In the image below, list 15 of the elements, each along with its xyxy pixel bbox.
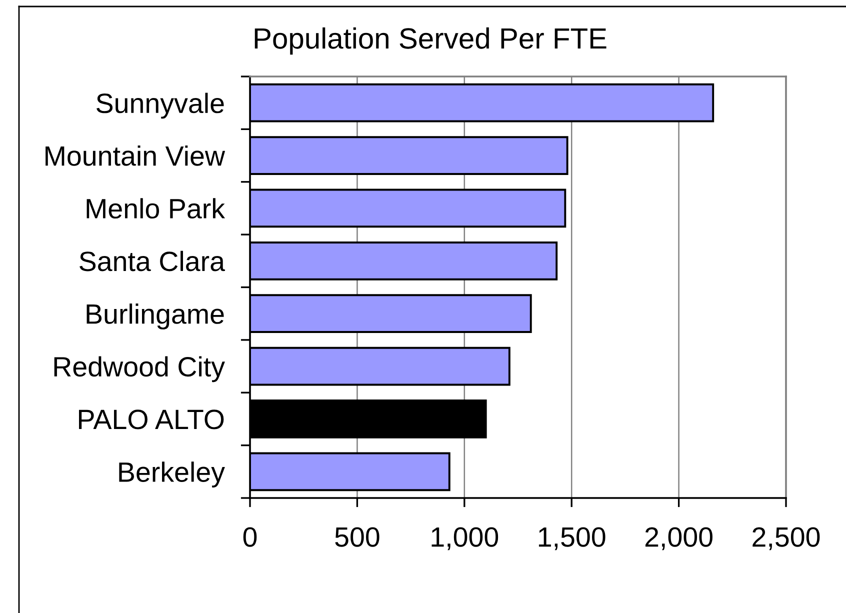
y-tick-label: Santa Clara <box>80 250 226 272</box>
y-tick-label: Sunnyvale <box>96 92 224 119</box>
x-tick-label: 0 <box>243 527 257 547</box>
y-tick-label: Redwood City <box>54 356 225 382</box>
x-tick-label: 1,500 <box>538 527 606 550</box>
x-tick-label: 2,500 <box>752 527 820 550</box>
x-tick-label: 2,000 <box>645 527 712 550</box>
y-tick-label: Menlo Park <box>86 198 226 219</box>
y-tick-label: Mountain View <box>46 145 226 166</box>
x-tick-label: 1,000 <box>432 527 498 550</box>
chart-title: Population Served Per FTE <box>254 27 606 55</box>
y-tick-label: PALO ALTO <box>79 410 224 430</box>
y-tick-label: Burlingame <box>86 304 224 330</box>
y-tick-label: Berkeley <box>119 462 225 488</box>
x-tick-label: 500 <box>335 527 380 547</box>
